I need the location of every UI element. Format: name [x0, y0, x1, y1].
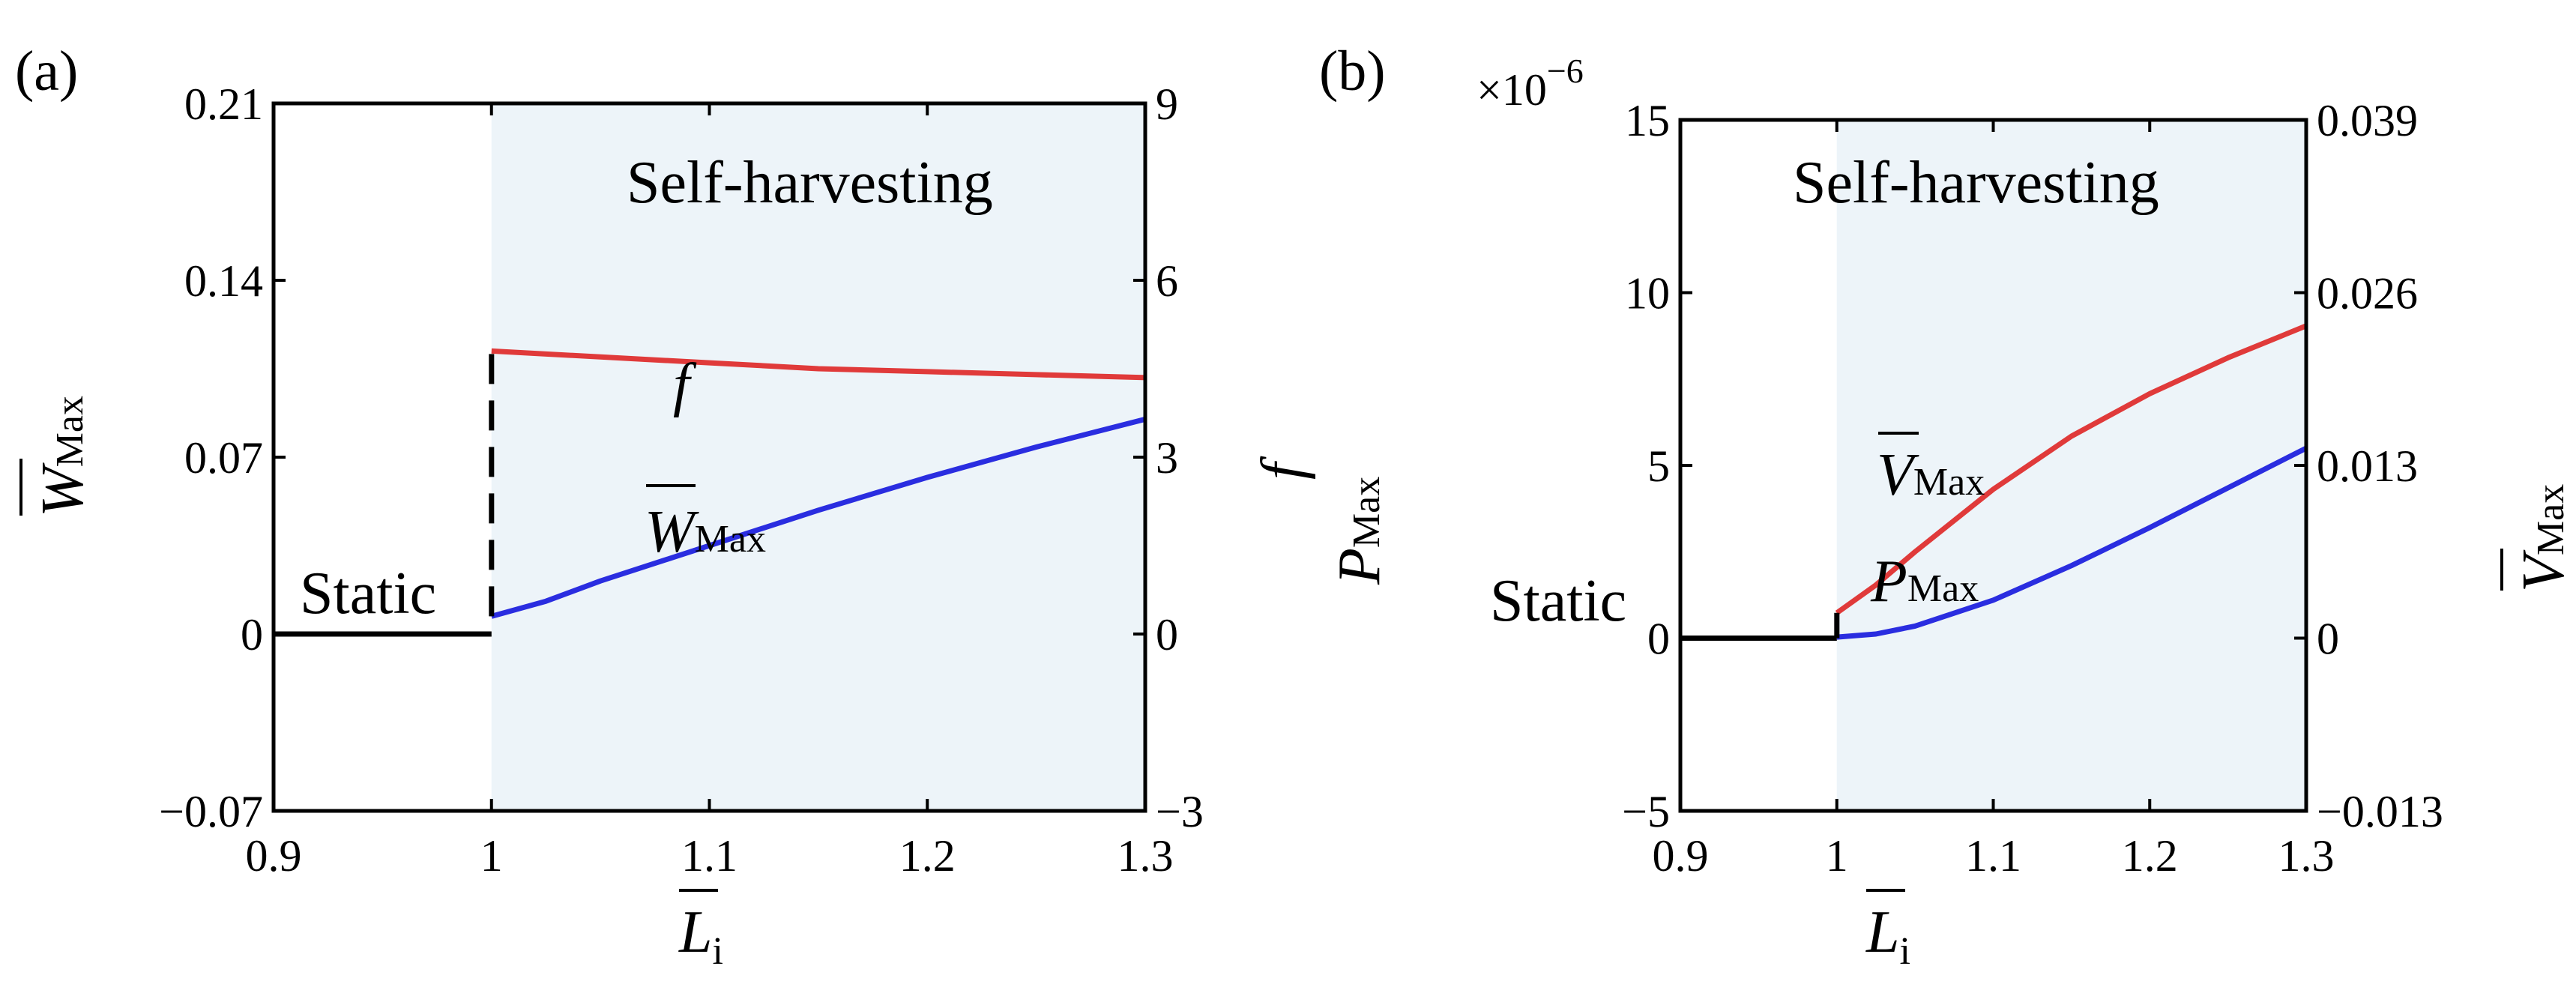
x-tick-label: 1.2	[2122, 831, 2178, 881]
y-right-tick-label: 0	[2317, 615, 2339, 664]
curve-label-w-sub: Max	[695, 518, 766, 561]
ticks-group-b: 0.9 1 1.1 1.2 1.3 −5 0 5 10 15 −0.013 0 0.013 0.026 0.…	[1622, 96, 2443, 881]
series-v-max-line	[1835, 323, 2308, 615]
x-tick-label: 1.1	[681, 831, 737, 881]
series-p-max-line	[1836, 445, 2308, 640]
y-axis-right-label-b: VMax	[2500, 484, 2576, 592]
y-axis-left-label-a: WMax	[19, 396, 96, 517]
curve-label-v-max: VMax	[1877, 432, 1985, 508]
x-axis-main-b: L	[1865, 899, 1900, 965]
curve-label-w-main: W	[645, 499, 699, 565]
y-axis-left-main-a: W	[30, 462, 96, 517]
x-tick-label: 1.3	[1117, 831, 1174, 881]
series-group-b	[1680, 323, 2308, 641]
y-right-tick-label: 0.026	[2317, 269, 2418, 319]
y-right-tick-label: 0	[1156, 610, 1178, 659]
x-axis-sub-a: i	[713, 930, 723, 973]
y-right-tick-label: 9	[1156, 79, 1178, 129]
y-left-tick-label: 0.07	[184, 433, 263, 483]
y-left-tick-label: 15	[1625, 96, 1670, 145]
y-right-tick-label: 0.039	[2317, 96, 2418, 145]
y-left-tick-label: −0.07	[159, 787, 263, 836]
y-left-tick-label: 5	[1647, 441, 1670, 491]
curve-label-p-sub: Max	[1907, 567, 1979, 610]
svg-text:VMax: VMax	[1877, 442, 1985, 508]
ticks-group-a: 0.9 1 1.1 1.2 1.3 −0.07 0 0.07 0.14 0.21 −3 0 3 6 9	[159, 79, 1204, 881]
svg-text:Li: Li	[678, 899, 723, 973]
svg-text:Li: Li	[1865, 899, 1910, 973]
x-axis-label-a: Li	[678, 889, 723, 973]
y-right-tick-label: 6	[1156, 256, 1178, 306]
y-axis-left-main-b: P	[1327, 548, 1393, 585]
series-w-max-line	[490, 417, 1146, 619]
y-axis-right-sub-b: Max	[2530, 484, 2572, 555]
region-label-a: Self-harvesting	[627, 150, 993, 216]
y-axis-left-sub-b: Max	[1345, 477, 1388, 548]
y-axis-left-sub-a: Max	[49, 396, 91, 467]
y-axis-right-main-b: V	[2511, 549, 2576, 592]
y-right-tick-label: −0.013	[2317, 787, 2443, 836]
x-axis-sub-b: i	[1900, 930, 1910, 973]
svg-text:VMax: VMax	[2511, 484, 2576, 592]
static-label-a: Static	[300, 561, 436, 627]
curve-label-v-main: V	[1877, 442, 1919, 508]
svg-text:PMax: PMax	[1327, 477, 1393, 585]
curve-label-w-max: WMax	[645, 484, 766, 565]
exponent-label-b: ×10−6	[1476, 52, 1584, 115]
x-axis-main-a: L	[678, 899, 713, 965]
y-left-tick-label: 0.21	[184, 79, 263, 129]
y-axis-right-main-a: f	[1250, 456, 1316, 480]
y-right-tick-label: 3	[1156, 433, 1178, 483]
region-label-b: Self-harvesting	[1793, 150, 2159, 216]
y-left-tick-label: 0	[241, 610, 263, 659]
svg-text:WMax: WMax	[30, 396, 96, 517]
series-f-line	[491, 348, 1146, 381]
x-tick-label: 0.9	[1653, 831, 1709, 881]
y-left-tick-label: −5	[1622, 787, 1670, 836]
exponent-base: ×10	[1476, 65, 1547, 115]
panel-label-a: (a)	[15, 40, 78, 103]
panel-b: 0.9 1 1.1 1.2 1.3 −5 0 5 10 15 −0.013 0 0.013 0.026 0.…	[1319, 40, 2576, 973]
y-axis-left-label-b: PMax	[1327, 477, 1393, 585]
svg-text:f: f	[1250, 456, 1316, 480]
x-tick-label: 0.9	[246, 831, 302, 881]
curve-label-p-max: PMax	[1870, 549, 1979, 615]
x-tick-label: 1.3	[2278, 831, 2335, 881]
exponent-power: −6	[1547, 52, 1584, 90]
x-tick-label: 1.2	[899, 831, 956, 881]
panel-a: 0.9 1 1.1 1.2 1.3 −0.07 0 0.07 0.14 0.21 −3 0 3 6 9 (a…	[15, 40, 1316, 973]
series-group-a	[274, 348, 1146, 637]
y-left-tick-label: 0.14	[184, 256, 263, 306]
y-left-tick-label: 0	[1647, 615, 1670, 664]
x-tick-label: 1	[480, 831, 503, 881]
curve-label-p-main: P	[1870, 549, 1907, 615]
self-harvesting-region-b	[1836, 120, 2306, 811]
y-axis-right-label-a: f	[1250, 456, 1316, 480]
svg-text:WMax: WMax	[645, 499, 766, 565]
x-axis-label-b: Li	[1865, 889, 1910, 973]
x-tick-label: 1	[1826, 831, 1848, 881]
y-right-tick-label: 0.013	[2317, 441, 2418, 491]
static-label-b: Static	[1490, 568, 1626, 634]
y-left-tick-label: 10	[1625, 269, 1670, 319]
x-tick-label: 1.1	[1965, 831, 2021, 881]
y-right-tick-label: −3	[1156, 787, 1204, 836]
panel-label-b: (b)	[1319, 40, 1386, 103]
curve-label-v-sub: Max	[1913, 461, 1985, 504]
self-harvesting-region-a	[491, 103, 1145, 811]
